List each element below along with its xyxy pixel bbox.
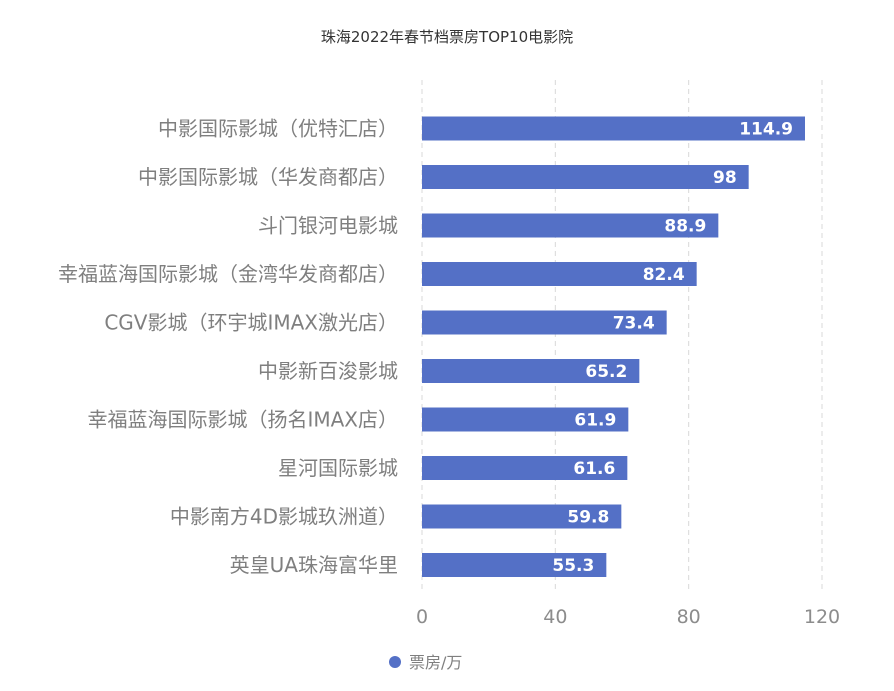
bar (422, 504, 622, 529)
bar-value-label: 55.3 (552, 556, 594, 576)
category-label: 英皇UA珠海富华里 (230, 553, 398, 577)
bar-value-label: 73.4 (613, 314, 655, 334)
bar (422, 310, 667, 335)
bar-value-label: 114.9 (739, 120, 793, 140)
x-axis-ticks: 0 40 80 120 (416, 606, 840, 628)
bars: 114.9 98 88.9 82.4 73.4 65.2 61.9 61.6 59.8 55.3 (422, 116, 805, 577)
category-label: 中影国际影城（华发商都店） (138, 165, 398, 189)
legend: 票房/万 (389, 653, 462, 672)
category-label: 中影国际影城（优特汇店） (158, 117, 398, 141)
category-labels: 中影国际影城（优特汇店） 中影国际影城（华发商都店） 斗门银河电影城幸福蓝海国际影城… (58, 117, 398, 578)
bar (422, 165, 749, 189)
bar-value-label: 88.9 (664, 217, 706, 237)
x-tick-label: 120 (804, 606, 840, 628)
bar (422, 456, 628, 480)
bar-value-label: 61.9 (574, 411, 616, 431)
legend-label: 票房/万 (409, 653, 462, 672)
bar (422, 116, 805, 141)
category-label: 中影南方4D影城玖洲道） (170, 505, 398, 529)
bar (422, 553, 607, 577)
bar (422, 407, 629, 432)
legend-swatch (389, 656, 401, 668)
category-label: 幸福蓝海国际影城（扬名IMAX店） (87, 408, 398, 432)
x-tick-label: 40 (543, 606, 567, 628)
chart-title: 珠海2022年春节档票房TOP10电影院 (321, 28, 573, 46)
bar-value-label: 98 (713, 168, 737, 188)
category-label: 斗门银河电影城 (258, 214, 398, 238)
category-label: 星河国际影城 (278, 456, 398, 480)
bar (422, 262, 697, 286)
x-tick-label: 0 (416, 606, 428, 628)
bar-value-label: 65.2 (585, 362, 627, 382)
category-label: 幸福蓝海国际影城（金湾华发商都店） (58, 262, 398, 286)
category-label: 中影新百浚影城 (258, 359, 398, 383)
x-tick-label: 80 (677, 606, 701, 628)
bar (422, 359, 640, 383)
bar-value-label: 82.4 (643, 265, 685, 285)
bar (422, 213, 719, 238)
bar-value-label: 61.6 (573, 459, 615, 479)
bar-value-label: 59.8 (567, 508, 609, 528)
category-label: CGV影城（环宇城IMAX激光店） (104, 311, 398, 335)
